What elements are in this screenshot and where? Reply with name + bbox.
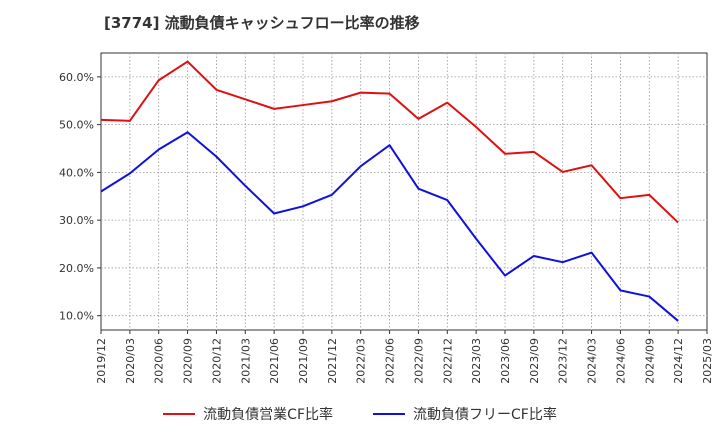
chart-title: [3774] 流動負債キャッシュフロー比率の推移 bbox=[104, 14, 420, 32]
y-tick-label: 20.0% bbox=[59, 262, 94, 275]
y-tick-label: 10.0% bbox=[59, 310, 94, 323]
x-tick-label: 2022/09 bbox=[412, 338, 425, 384]
x-tick-label: 2021/12 bbox=[326, 338, 339, 384]
x-tick-label: 2023/06 bbox=[499, 338, 512, 384]
x-tick-label: 2024/12 bbox=[672, 338, 685, 384]
x-tick-label: 2022/03 bbox=[355, 338, 368, 384]
x-tick-label: 2024/03 bbox=[586, 338, 599, 384]
legend: 流動負債営業CF比率 流動負債フリーCF比率 bbox=[0, 404, 720, 424]
x-tick-label: 2020/09 bbox=[182, 338, 195, 384]
x-tick-label: 2020/03 bbox=[124, 338, 137, 384]
x-tick-label: 2023/09 bbox=[528, 338, 541, 384]
legend-item-free-cf: 流動負債フリーCF比率 bbox=[373, 404, 557, 424]
series-lines bbox=[100, 60, 679, 322]
x-tick-label: 2021/03 bbox=[239, 338, 252, 384]
legend-label-free-cf: 流動負債フリーCF比率 bbox=[413, 407, 557, 423]
x-tick-label: 2023/03 bbox=[470, 338, 483, 384]
x-tick-label: 2025/03 bbox=[701, 338, 714, 384]
y-tick-label: 50.0% bbox=[59, 119, 94, 132]
x-tick-label: 2020/06 bbox=[153, 338, 166, 384]
x-tick-label: 2024/09 bbox=[643, 338, 656, 384]
x-tick-label: 2024/06 bbox=[614, 338, 627, 384]
x-tick-label: 2021/09 bbox=[297, 338, 310, 384]
y-tick-label: 60.0% bbox=[59, 71, 94, 84]
x-tick-label: 2021/06 bbox=[268, 338, 281, 384]
legend-item-operating-cf: 流動負債営業CF比率 bbox=[163, 404, 333, 424]
y-tick-label: 30.0% bbox=[59, 214, 94, 227]
x-tick-label: 2022/06 bbox=[384, 338, 397, 384]
x-tick-label: 2019/12 bbox=[95, 338, 108, 384]
plot-area bbox=[100, 52, 708, 331]
x-tick-label: 2022/12 bbox=[441, 338, 454, 384]
x-tick-label: 2020/12 bbox=[210, 338, 223, 384]
grid bbox=[101, 53, 707, 330]
axes: 2019/12 2020/03 2020/06 2020/09 2020/12 2021/… bbox=[59, 71, 714, 384]
legend-label-operating-cf: 流動負債営業CF比率 bbox=[203, 407, 333, 423]
legend-swatch-operating-cf bbox=[163, 413, 196, 415]
y-tick-label: 40.0% bbox=[59, 166, 94, 179]
x-tick-label: 2023/12 bbox=[557, 338, 570, 384]
legend-swatch-free-cf bbox=[373, 413, 405, 415]
